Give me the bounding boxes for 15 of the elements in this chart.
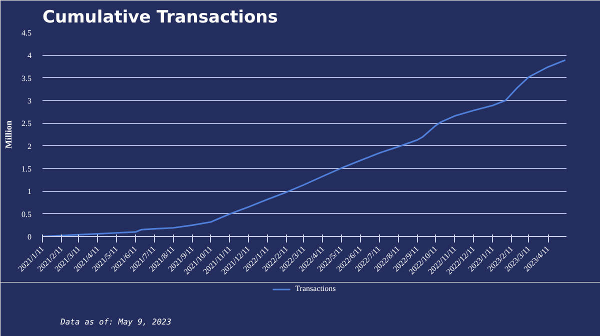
chart-title: Cumulative Transactions <box>42 8 278 28</box>
y-axis-title: Million <box>4 120 14 148</box>
y-tick-label: 4.5 <box>22 28 32 38</box>
y-tick-label: 3.5 <box>22 74 32 83</box>
line-series <box>42 59 566 236</box>
y-tick-label: 1 <box>28 187 32 196</box>
y-tick-label: 4 <box>28 51 32 60</box>
y-tick-label: 3 <box>28 96 32 106</box>
y-tick-label: 2 <box>28 142 32 151</box>
y-tick-label: 0 <box>28 232 32 242</box>
legend-label: Transactions <box>295 284 336 293</box>
y-tick-label: 2.5 <box>22 119 32 128</box>
text: Data as of: May 9, 2023 <box>60 318 172 326</box>
y-tick-label: 1.5 <box>22 164 32 174</box>
y-tick-label: 0.5 <box>22 210 32 219</box>
